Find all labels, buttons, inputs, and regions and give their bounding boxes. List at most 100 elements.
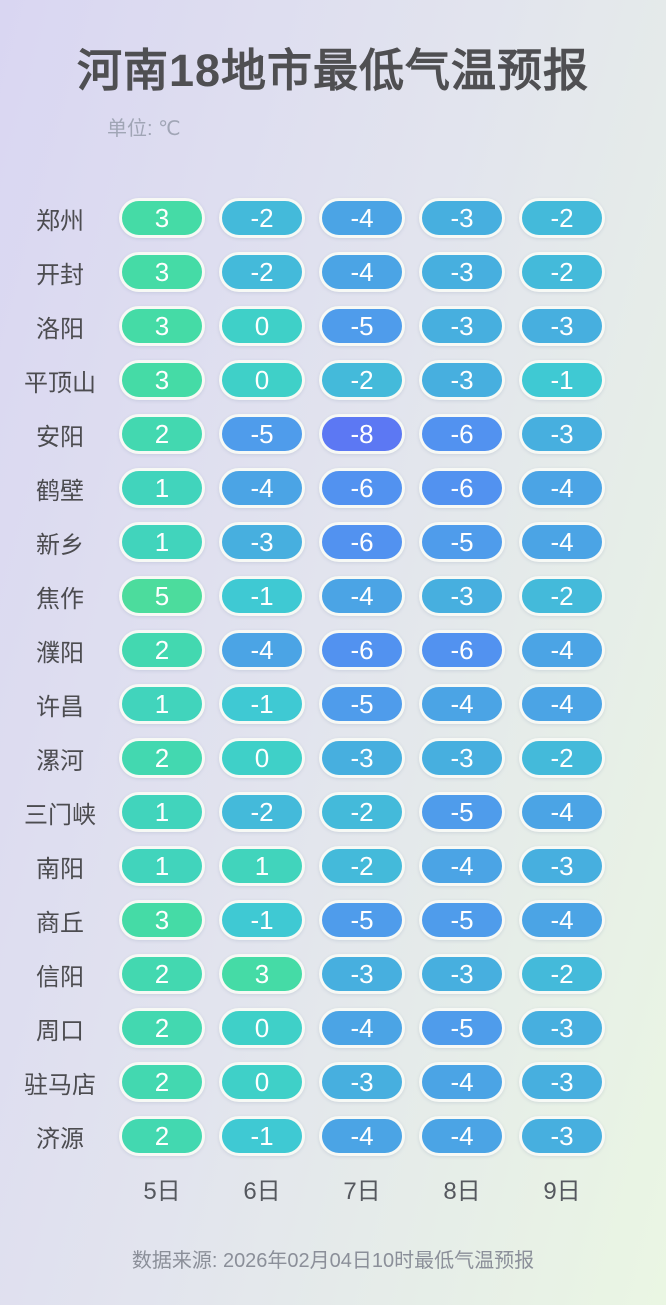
temp-value: -4 xyxy=(350,1120,374,1151)
date-axis: 5日 6日 7日 8日 9日 xyxy=(0,1171,666,1206)
temp-value: -3 xyxy=(550,1120,574,1151)
temp-cell: 0 xyxy=(212,1062,312,1102)
temp-cell: -3 xyxy=(312,954,412,994)
temp-value: -6 xyxy=(350,526,374,557)
temp-value: 2 xyxy=(154,958,170,989)
temperature-grid: 郑州 3 -2 -4 -3 -2 开封 3 -2 -4 -3 -2 洛阳 3 0 -5 -3 -3 平顶山 3 0 -2 -… xyxy=(0,191,666,1163)
temp-cell: -3 xyxy=(412,360,512,400)
temp-pill: 1 xyxy=(119,684,205,724)
temp-cell: -2 xyxy=(512,198,612,238)
temp-pill: -5 xyxy=(319,306,405,346)
temp-pill: -5 xyxy=(219,414,305,454)
temp-pill: -4 xyxy=(519,468,605,508)
temp-value: -3 xyxy=(450,364,474,395)
temp-cell: -5 xyxy=(412,792,512,832)
city-row: 驻马店 2 0 -3 -4 -3 xyxy=(8,1055,666,1109)
temp-value: -6 xyxy=(450,634,474,665)
temp-pill: -4 xyxy=(519,792,605,832)
temp-pill: -4 xyxy=(319,1008,405,1048)
temp-cell: -5 xyxy=(312,306,412,346)
temp-pill: -4 xyxy=(419,1116,505,1156)
temp-pill: 1 xyxy=(119,468,205,508)
temp-value: -4 xyxy=(350,202,374,233)
city-label: 南阳 xyxy=(36,855,84,883)
temp-cell: -5 xyxy=(212,414,312,454)
temp-cell: -4 xyxy=(312,252,412,292)
temp-pill: -2 xyxy=(519,252,605,292)
temp-pill: -4 xyxy=(319,198,405,238)
temp-cell: 0 xyxy=(212,360,312,400)
temp-value: -4 xyxy=(350,256,374,287)
temp-cell: -2 xyxy=(312,792,412,832)
temp-pill: -3 xyxy=(519,846,605,886)
temp-value: -4 xyxy=(250,634,274,665)
temp-value: -3 xyxy=(550,310,574,341)
city-label: 新乡 xyxy=(36,531,84,559)
city-label: 洛阳 xyxy=(36,315,84,343)
temp-pill: -3 xyxy=(519,1062,605,1102)
temp-pill: -4 xyxy=(219,630,305,670)
temp-value: -6 xyxy=(350,472,374,503)
temp-cell: -1 xyxy=(212,684,312,724)
temp-cell: -4 xyxy=(512,522,612,562)
temp-cell: -3 xyxy=(412,306,512,346)
temp-value: -6 xyxy=(450,418,474,449)
temp-value: -4 xyxy=(550,472,574,503)
temp-pill: 3 xyxy=(119,360,205,400)
temp-cell: 2 xyxy=(112,414,212,454)
temp-pill: -1 xyxy=(519,360,605,400)
temp-value: -2 xyxy=(550,202,574,233)
temp-cell: 1 xyxy=(212,846,312,886)
city-row: 洛阳 3 0 -5 -3 -3 xyxy=(8,299,666,353)
temp-cell: -3 xyxy=(512,414,612,454)
temp-value: 0 xyxy=(254,1012,270,1043)
temp-pill: -3 xyxy=(419,360,505,400)
temp-cell: -4 xyxy=(212,630,312,670)
temp-pill: -2 xyxy=(519,954,605,994)
temp-value: 2 xyxy=(154,742,170,773)
temp-cell: -3 xyxy=(312,738,412,778)
temp-value: 2 xyxy=(154,418,170,449)
temp-cell: 2 xyxy=(112,954,212,994)
city-row: 郑州 3 -2 -4 -3 -2 xyxy=(8,191,666,245)
temp-cell: -5 xyxy=(412,900,512,940)
temp-value: -5 xyxy=(450,526,474,557)
temp-pill: -2 xyxy=(319,360,405,400)
temp-value: 2 xyxy=(154,1120,170,1151)
temp-cell: -4 xyxy=(212,468,312,508)
city-row: 焦作 5 -1 -4 -3 -2 xyxy=(8,569,666,623)
temp-cell: 0 xyxy=(212,738,312,778)
temp-pill: 3 xyxy=(119,252,205,292)
date-tick: 7日 xyxy=(343,1178,381,1205)
temp-cell: -4 xyxy=(412,846,512,886)
date-tick: 8日 xyxy=(443,1178,481,1205)
temp-cell: 1 xyxy=(112,522,212,562)
temp-value: -5 xyxy=(450,904,474,935)
temp-pill: -3 xyxy=(519,1008,605,1048)
temp-value: -3 xyxy=(350,958,374,989)
temp-cell: -2 xyxy=(212,792,312,832)
city-row: 信阳 2 3 -3 -3 -2 xyxy=(8,947,666,1001)
temp-value: 1 xyxy=(154,526,170,557)
temp-cell: 2 xyxy=(112,738,212,778)
temp-value: -3 xyxy=(450,310,474,341)
temp-value: -2 xyxy=(550,742,574,773)
temp-value: -1 xyxy=(250,1120,274,1151)
temp-value: -2 xyxy=(350,850,374,881)
temp-pill: -6 xyxy=(419,468,505,508)
city-label: 许昌 xyxy=(36,693,84,721)
temp-cell: 1 xyxy=(112,684,212,724)
city-row: 南阳 1 1 -2 -4 -3 xyxy=(8,839,666,893)
temp-pill: -2 xyxy=(519,198,605,238)
temp-value: -6 xyxy=(450,472,474,503)
temp-cell: -3 xyxy=(512,1008,612,1048)
temp-pill: -3 xyxy=(519,414,605,454)
temp-pill: -5 xyxy=(319,900,405,940)
city-row: 三门峡 1 -2 -2 -5 -4 xyxy=(8,785,666,839)
city-label: 济源 xyxy=(36,1125,84,1153)
temp-pill: -3 xyxy=(419,306,505,346)
temp-value: 0 xyxy=(254,742,270,773)
temp-pill: -2 xyxy=(219,198,305,238)
temp-cell: 0 xyxy=(212,1008,312,1048)
data-source-note: 数据来源: 2026年02月04日10时最低气温预报 xyxy=(131,1250,535,1272)
